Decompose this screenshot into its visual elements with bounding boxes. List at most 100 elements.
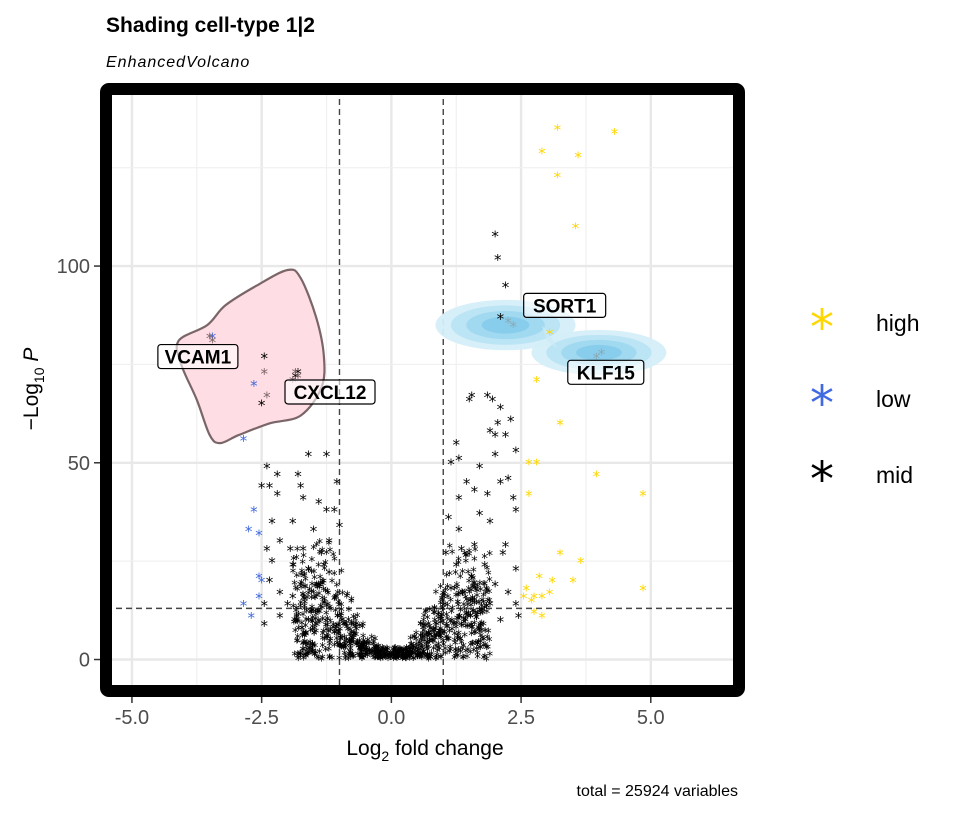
- mid-point: *: [399, 647, 406, 662]
- mid-point: *: [291, 615, 298, 630]
- mid-point: *: [315, 560, 322, 575]
- mid-point: *: [477, 643, 484, 658]
- mid-point: *: [455, 491, 463, 509]
- mid-point: *: [373, 644, 380, 659]
- mid-point: *: [371, 653, 378, 668]
- mid-point: *: [309, 617, 316, 632]
- mid-point: *: [395, 648, 402, 663]
- mid-point: *: [349, 633, 356, 648]
- mid-point: *: [474, 586, 481, 601]
- mid-point: *: [440, 640, 447, 655]
- mid-point: *: [389, 650, 396, 665]
- mid-point: *: [486, 587, 493, 602]
- high-point: *: [525, 456, 533, 474]
- mid-point: *: [374, 643, 381, 658]
- mid-point: *: [477, 620, 484, 635]
- mid-point: *: [494, 251, 502, 269]
- mid-point: *: [354, 611, 361, 626]
- mid-point: *: [387, 653, 394, 668]
- mid-point: *: [396, 652, 403, 667]
- mid-point: *: [424, 645, 431, 660]
- mid-point: *: [497, 310, 505, 328]
- mid-point: *: [424, 652, 431, 667]
- high-point: *: [572, 219, 580, 237]
- mid-point: *: [386, 650, 393, 665]
- mid-point: *: [484, 585, 491, 600]
- mid-point: *: [425, 653, 432, 668]
- mid-point: *: [319, 634, 326, 649]
- mid-point: *: [316, 589, 323, 604]
- mid-point: *: [417, 649, 424, 664]
- mid-point: *: [381, 646, 388, 661]
- mid-point: *: [433, 641, 440, 656]
- mid-point: *: [463, 557, 470, 572]
- mid-point: *: [338, 632, 345, 647]
- mid-point: *: [421, 650, 428, 665]
- mid-point: *: [348, 618, 355, 633]
- mid-point: *: [372, 649, 379, 664]
- mid-point: *: [320, 629, 327, 644]
- mid-point: *: [499, 546, 507, 564]
- mid-point: *: [334, 638, 341, 653]
- mid-point: *: [435, 643, 442, 658]
- data-points: ************* ******************* ********…: [206, 121, 647, 669]
- mid-point: *: [311, 650, 318, 665]
- mid-point: *: [305, 640, 312, 655]
- mid-point: *: [455, 614, 462, 629]
- mid-point: *: [311, 650, 318, 665]
- mid-point: *: [379, 643, 386, 658]
- mid-point: *: [475, 637, 482, 652]
- mid-point: *: [360, 641, 367, 656]
- mid-point: *: [394, 647, 401, 662]
- mid-point: *: [323, 448, 331, 466]
- high-point: *: [548, 574, 556, 592]
- mid-point: *: [303, 652, 310, 667]
- mid-point: *: [433, 619, 440, 634]
- mid-point: *: [438, 633, 445, 648]
- mid-point: *: [478, 601, 485, 616]
- mid-point: *: [336, 641, 343, 656]
- mid-point: *: [302, 597, 309, 612]
- mid-point: *: [366, 646, 373, 661]
- mid-point: *: [308, 607, 315, 622]
- mid-point: *: [382, 649, 389, 664]
- mid-point: *: [377, 651, 384, 666]
- mid-point: *: [416, 649, 423, 664]
- mid-point: *: [372, 653, 379, 668]
- mid-point: *: [497, 613, 505, 631]
- mid-point: *: [293, 612, 300, 627]
- mid-point: *: [469, 607, 476, 622]
- mid-point: *: [502, 538, 510, 556]
- mid-point: *: [352, 630, 359, 645]
- mid-point: *: [299, 631, 306, 646]
- mid-point: *: [349, 650, 356, 665]
- high-point: *: [556, 416, 564, 434]
- mid-point: *: [394, 651, 401, 666]
- mid-point: *: [372, 649, 379, 664]
- y-tick-label: 0: [79, 650, 90, 672]
- mid-point: *: [310, 588, 317, 603]
- mid-point: *: [310, 543, 317, 558]
- mid-point: *: [451, 629, 458, 644]
- mid-point: *: [384, 644, 391, 659]
- mid-point: *: [362, 650, 369, 665]
- mid-point: *: [314, 583, 321, 598]
- mid-point: *: [334, 639, 341, 654]
- mid-point: *: [423, 629, 430, 644]
- mid-point: *: [325, 627, 332, 642]
- mid-point: *: [437, 627, 444, 642]
- mid-point: *: [484, 487, 492, 505]
- mid-point: *: [451, 653, 458, 668]
- mid-point: *: [424, 649, 431, 664]
- high-point: *: [546, 585, 554, 603]
- mid-point: *: [420, 616, 427, 631]
- mid-point: *: [425, 642, 432, 657]
- mid-point: *: [406, 644, 413, 659]
- mid-point: *: [382, 650, 389, 665]
- mid-point: *: [316, 647, 323, 662]
- mid-point: *: [290, 566, 297, 581]
- mid-point: *: [357, 651, 364, 666]
- mid-point: *: [350, 612, 357, 627]
- mid-point: *: [338, 642, 345, 657]
- mid-point: *: [300, 645, 307, 660]
